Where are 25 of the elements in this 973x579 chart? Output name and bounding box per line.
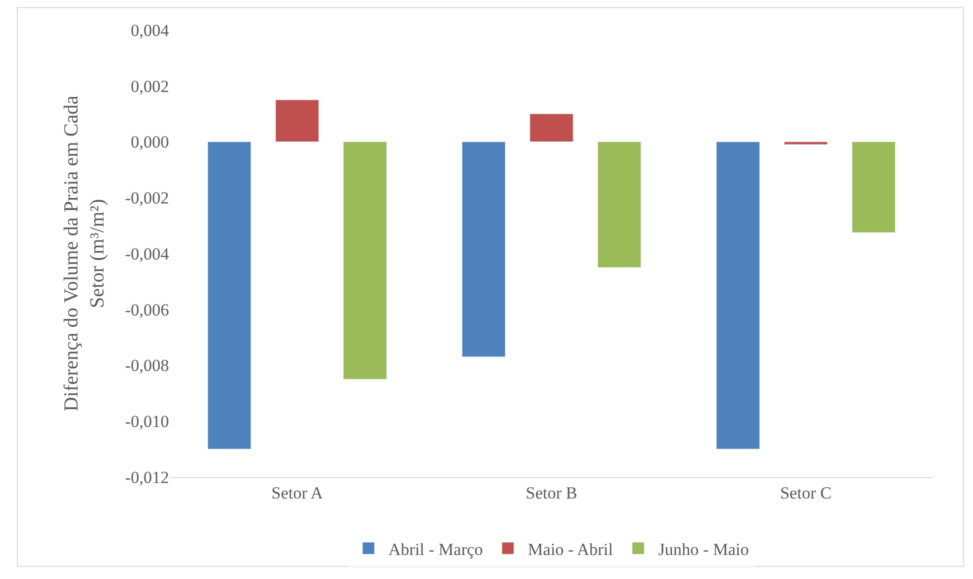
x-tick-label: Setor B — [526, 483, 578, 502]
bar — [597, 142, 642, 268]
bar — [852, 142, 896, 233]
y-tick-label: -0,004 — [125, 244, 170, 264]
y-tick-label: 0,004 — [130, 20, 170, 40]
bar — [207, 142, 252, 450]
bar — [716, 142, 760, 450]
y-tick-label: -0,010 — [125, 412, 169, 432]
bar — [343, 142, 387, 380]
y-tick-label: -0,012 — [125, 468, 169, 487]
legend-label: Junho - Maio — [658, 540, 749, 559]
bar — [784, 142, 828, 145]
y-tick-label: 0,000 — [130, 132, 169, 152]
y-tick-label: -0,002 — [125, 188, 169, 208]
legend-label: Abril - Março — [388, 540, 483, 559]
y-tick-label: -0,006 — [125, 300, 169, 320]
legend-label: Maio - Abril — [528, 540, 614, 559]
y-tick-label: -0,008 — [125, 356, 169, 376]
y-tick-label: 0,002 — [130, 76, 169, 96]
y-axis-title: Diferença do Volume da Praia em Cada Setor (m³/m²) — [60, 95, 109, 412]
bar — [530, 114, 574, 142]
bar — [462, 142, 506, 358]
x-tick-label: Setor C — [780, 483, 832, 502]
x-tick-label: Setor A — [271, 483, 324, 502]
bar — [275, 100, 320, 142]
